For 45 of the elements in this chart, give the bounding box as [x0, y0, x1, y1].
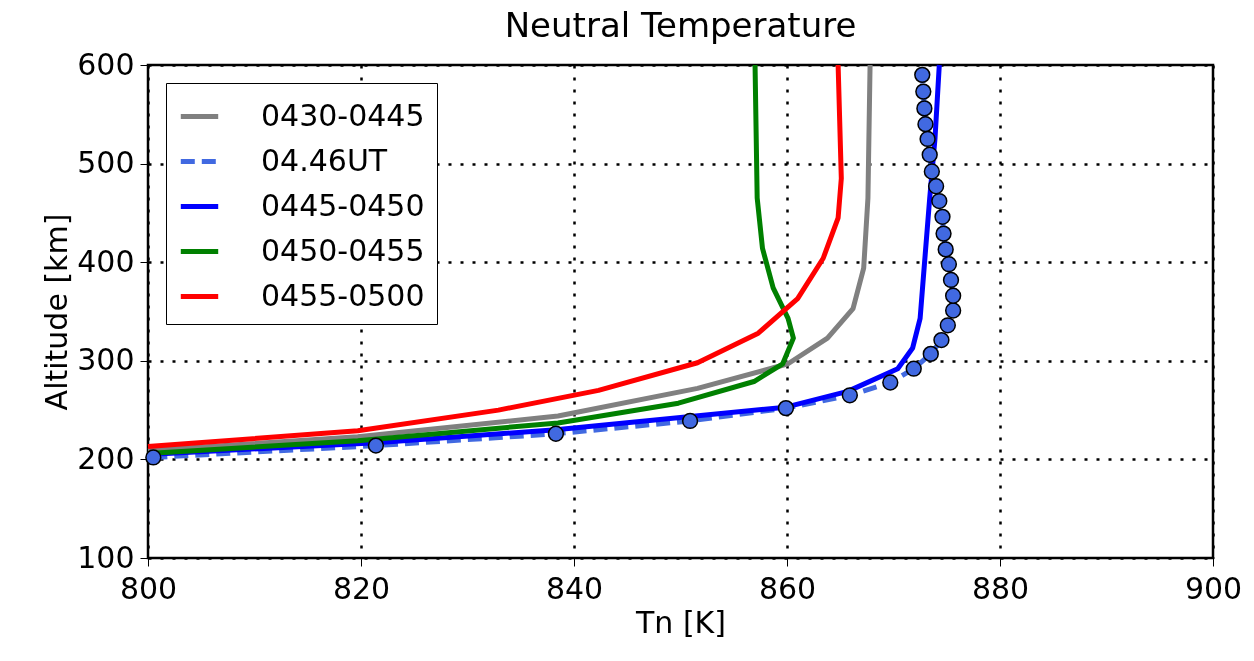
- x-tick-label: 820: [332, 570, 391, 606]
- legend-label: 0455-0500: [261, 277, 425, 313]
- point: [944, 302, 962, 319]
- x-tick-label: 840: [545, 570, 604, 606]
- y-axis-title: Altitude [km]: [39, 213, 75, 411]
- point: [777, 399, 795, 417]
- x-tick-label: 900: [1184, 570, 1243, 606]
- y-tick-label: 500: [77, 145, 135, 181]
- point: [919, 130, 936, 148]
- point: [915, 83, 932, 100]
- point: [367, 437, 385, 454]
- point: [940, 256, 958, 273]
- y-tick-label: 300: [77, 342, 135, 378]
- point: [841, 387, 858, 404]
- legend-label: 0450-0455: [261, 232, 425, 268]
- chart-title: Neutral Temperature: [504, 5, 857, 45]
- point: [923, 163, 941, 180]
- point: [922, 345, 939, 363]
- point: [914, 66, 931, 84]
- point: [931, 192, 948, 210]
- point: [905, 360, 922, 377]
- point: [942, 271, 960, 289]
- point: [933, 331, 950, 349]
- y-tick-label: 600: [77, 46, 135, 82]
- point: [882, 374, 899, 391]
- point: [927, 178, 945, 195]
- point: [547, 425, 565, 442]
- point: [934, 208, 951, 225]
- point: [145, 449, 162, 466]
- point: [916, 100, 933, 117]
- legend-label: 0445-0450: [261, 187, 425, 223]
- point: [681, 412, 699, 430]
- legend-label: 04.46UT: [261, 142, 388, 178]
- point: [937, 241, 954, 258]
- y-tick-label: 400: [77, 243, 135, 279]
- point: [921, 146, 938, 163]
- y-tick-label: 200: [77, 440, 135, 476]
- legend-label: 0430-0445: [261, 97, 425, 133]
- point: [944, 287, 962, 304]
- point: [935, 225, 952, 242]
- point: [917, 116, 934, 133]
- x-tick-label: 860: [758, 570, 817, 606]
- point: [939, 317, 956, 334]
- x-tick-label: 880: [971, 570, 1030, 606]
- x-axis-title: Tn [K]: [635, 604, 726, 640]
